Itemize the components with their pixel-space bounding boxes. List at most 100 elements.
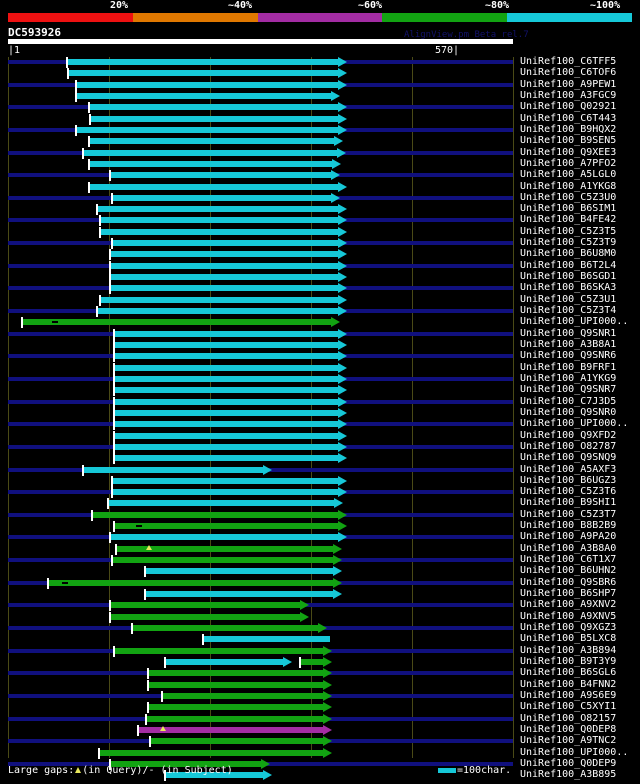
- hsp-bar[interactable]: [112, 477, 338, 484]
- alignment-row[interactable]: UniRef100_UPI000..: [0, 316, 640, 329]
- sequence-label[interactable]: UniRef100_B4FNN2: [520, 678, 617, 690]
- sequence-label[interactable]: UniRef100_B6UHN2: [520, 565, 617, 577]
- alignment-row[interactable]: UniRef100_B9HQX2: [0, 123, 640, 136]
- sequence-label[interactable]: UniRef100_A1YKG9: [520, 372, 617, 384]
- alignment-row[interactable]: UniRef100_Q9SNQ9: [0, 452, 640, 465]
- sequence-label[interactable]: UniRef100_Q9SBR6: [520, 576, 617, 588]
- hsp-bar[interactable]: [114, 375, 338, 382]
- hsp-bar[interactable]: [67, 59, 338, 65]
- hsp-bar[interactable]: [110, 613, 300, 620]
- sequence-label[interactable]: UniRef100_A9XNV5: [520, 610, 617, 622]
- sequence-label[interactable]: UniRef100_B6SIM1: [520, 203, 617, 215]
- alignment-row[interactable]: UniRef100_Q9SNR1: [0, 327, 640, 340]
- sequence-label[interactable]: UniRef100_A3B8A0: [520, 542, 617, 554]
- hsp-bar[interactable]: [148, 681, 323, 688]
- sequence-label[interactable]: UniRef100_Q02921: [520, 101, 617, 113]
- sequence-label[interactable]: UniRef100_B6U8M0: [520, 248, 617, 260]
- sequence-label[interactable]: UniRef100_A9XNV2: [520, 599, 617, 611]
- sequence-label[interactable]: UniRef100_C5Z3T7: [520, 508, 617, 520]
- hsp-bar[interactable]: [114, 443, 338, 450]
- sequence-label[interactable]: UniRef100_Q0DEP9: [520, 757, 617, 769]
- hsp-bar[interactable]: [76, 92, 331, 99]
- sequence-label[interactable]: UniRef100_B6SKA3: [520, 282, 617, 294]
- hsp-bar[interactable]: [114, 342, 338, 348]
- alignment-row[interactable]: UniRef100_Q0DEP8: [0, 724, 640, 736]
- sequence-label[interactable]: UniRef100_B6T2L4: [520, 259, 617, 271]
- alignment-row[interactable]: UniRef100_A3B8A0: [0, 542, 640, 555]
- hsp-bar[interactable]: [108, 500, 334, 507]
- sequence-label[interactable]: UniRef100_Q9SNR6: [520, 350, 617, 362]
- alignment-row[interactable]: UniRef100_O82787: [0, 440, 640, 453]
- hsp-bar[interactable]: [114, 398, 338, 405]
- hsp-bar[interactable]: [114, 364, 338, 371]
- alignment-row[interactable]: UniRef100_B6SGD1: [0, 271, 640, 284]
- sequence-label[interactable]: UniRef100_B9SHI1: [520, 497, 617, 509]
- alignment-row[interactable]: UniRef100_C6TOF6: [0, 67, 640, 80]
- hsp-bar[interactable]: [48, 579, 333, 586]
- alignment-row[interactable]: UniRef100_B6UGZ3: [0, 475, 640, 487]
- alignment-row[interactable]: UniRef100_C5Z3U0: [0, 191, 640, 204]
- alignment-row[interactable]: UniRef100_UPI000..: [0, 747, 640, 759]
- alignment-row[interactable]: UniRef100_Q9SNR6: [0, 350, 640, 363]
- hsp-bar[interactable]: [132, 625, 318, 631]
- hsp-bar[interactable]: [146, 715, 323, 722]
- alignment-row[interactable]: UniRef100_B6T2L4: [0, 259, 640, 272]
- hsp-bar[interactable]: [90, 115, 338, 122]
- hsp-bar[interactable]: [100, 296, 338, 303]
- alignment-row[interactable]: UniRef100_Q9SNR0: [0, 407, 640, 419]
- alignment-row[interactable]: UniRef100_B4FE42: [0, 214, 640, 227]
- hsp-bar[interactable]: [162, 692, 323, 699]
- alignment-row[interactable]: UniRef100_UPI000..: [0, 418, 640, 431]
- sequence-label[interactable]: UniRef100_C6T443: [520, 112, 617, 124]
- alignment-row[interactable]: UniRef100_A9XNV2: [0, 599, 640, 612]
- hsp-bar[interactable]: [165, 658, 283, 665]
- alignment-row[interactable]: UniRef100_B5LXC8: [0, 633, 640, 646]
- sequence-label[interactable]: UniRef100_B9HQX2: [520, 123, 617, 135]
- sequence-label[interactable]: UniRef100_B6SGL6: [520, 667, 617, 679]
- hsp-bar[interactable]: [99, 749, 323, 756]
- alignment-row[interactable]: UniRef100_A5AXF3: [0, 464, 640, 476]
- sequence-label[interactable]: UniRef100_B6SGD1: [520, 271, 617, 283]
- sequence-label[interactable]: UniRef100_C5Z3T4: [520, 305, 617, 317]
- alignment-row[interactable]: UniRef100_B8B2B9: [0, 520, 640, 533]
- hsp-bar[interactable]: [110, 262, 338, 269]
- hsp-bar[interactable]: [114, 421, 338, 428]
- alignment-row[interactable]: UniRef100_B4FNN2: [0, 678, 640, 691]
- hsp-bar[interactable]: [92, 511, 338, 518]
- hsp-bar[interactable]: [83, 466, 263, 473]
- hsp-bar[interactable]: [148, 670, 323, 677]
- alignment-row[interactable]: UniRef100_Q9XGZ3: [0, 622, 640, 634]
- alignment-row[interactable]: UniRef100_C6T443: [0, 112, 640, 125]
- sequence-label[interactable]: UniRef100_C5XYI1: [520, 701, 617, 713]
- hsp-bar[interactable]: [148, 704, 323, 711]
- sequence-label[interactable]: UniRef100_A5LGL0: [520, 169, 617, 181]
- sequence-label[interactable]: UniRef100_A3B894: [520, 644, 617, 656]
- sequence-label[interactable]: UniRef100_A7PFO2: [520, 157, 617, 169]
- sequence-label[interactable]: UniRef100_A3FGC9: [520, 89, 617, 101]
- hsp-bar[interactable]: [150, 738, 323, 745]
- alignment-row[interactable]: UniRef100_A3FGC9: [0, 89, 640, 102]
- sequence-label[interactable]: UniRef100_C5Z3U0: [520, 191, 617, 203]
- alignment-row[interactable]: UniRef100_Q9XFD2: [0, 430, 640, 442]
- hsp-bar[interactable]: [110, 602, 300, 609]
- hsp-bar[interactable]: [89, 183, 338, 190]
- hsp-bar[interactable]: [97, 308, 338, 315]
- hsp-bar[interactable]: [114, 409, 338, 416]
- hsp-bar[interactable]: [89, 104, 338, 111]
- hsp-bar[interactable]: [114, 647, 323, 654]
- sequence-label[interactable]: UniRef100_O82787: [520, 440, 617, 452]
- sequence-label[interactable]: UniRef100_C5Z3T6: [520, 486, 617, 498]
- alignment-row[interactable]: UniRef100_C6TFF5: [0, 56, 640, 68]
- alignment-row[interactable]: UniRef100_A9S6E9: [0, 690, 640, 702]
- alignment-row[interactable]: UniRef100_C5Z3T5: [0, 226, 640, 238]
- hsp-bar[interactable]: [145, 568, 333, 575]
- alignment-row[interactable]: UniRef100_B9SHI1: [0, 497, 640, 510]
- hsp-bar[interactable]: [138, 726, 323, 733]
- alignment-row[interactable]: UniRef100_C5Z3T4: [0, 305, 640, 318]
- alignment-row[interactable]: UniRef100_C5Z3T9: [0, 237, 640, 250]
- hsp-bar[interactable]: [112, 240, 338, 247]
- alignment-row[interactable]: UniRef100_B6U8M0: [0, 248, 640, 261]
- sequence-label[interactable]: UniRef100_Q9SNR1: [520, 327, 617, 339]
- hsp-bar[interactable]: [97, 206, 338, 213]
- alignment-row[interactable]: UniRef100_C5Z3U1: [0, 294, 640, 306]
